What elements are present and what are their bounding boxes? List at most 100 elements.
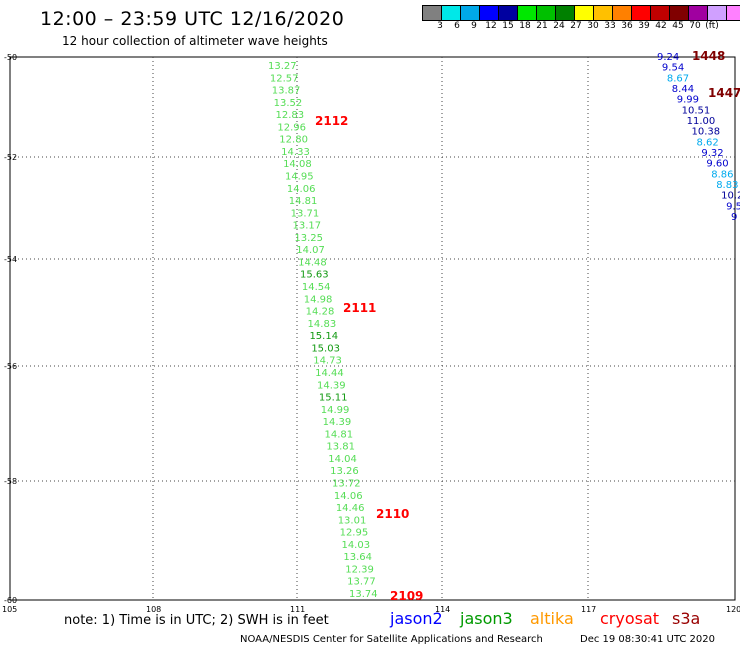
wave-height-reading: 12.96	[277, 122, 306, 133]
wave-height-reading: 14.46	[336, 503, 365, 514]
wave-height-reading: 9.32	[701, 148, 723, 159]
wave-height-reading: 14.81	[325, 429, 354, 440]
wave-height-reading: 13.27	[268, 61, 297, 72]
wave-height-reading: 14.06	[287, 184, 316, 195]
map-frame	[9, 56, 736, 601]
wave-height-reading: 13.74	[349, 589, 378, 600]
wave-height-reading: 13.81	[326, 442, 355, 453]
wave-height-reading: 13.01	[338, 515, 367, 526]
latitude-label: -54	[4, 255, 17, 264]
latitude-label: -50	[4, 53, 17, 62]
wave-height-reading: 12.57	[270, 73, 299, 84]
wave-height-reading: 10.38	[692, 127, 721, 138]
color-scale-labels: 3 6 9 12 15 18 21 24 27 30 33 36 39 42 45 70 (ft)	[422, 21, 740, 33]
wave-height-reading: 13.71	[291, 208, 320, 219]
wave-height-reading: 14.83	[308, 319, 337, 330]
longitude-label: 120	[726, 605, 740, 614]
scale-label: 21	[536, 21, 548, 31]
credit-line: NOAA/NESDIS Center for Satellite Applica…	[240, 634, 543, 645]
track-id-label: 1447	[708, 86, 740, 100]
wave-height-reading: 14.48	[298, 257, 327, 268]
color-scale	[422, 5, 740, 21]
page-title: 12:00 – 23:59 UTC 12/16/2020	[40, 8, 345, 30]
wave-height-reading: 10.51	[682, 105, 711, 116]
wave-height-reading: 9.24	[657, 52, 679, 63]
track-id-label: 2112	[315, 114, 348, 128]
timestamp: Dec 19 08:30:41 UTC 2020	[580, 634, 715, 645]
wave-height-reading: 8.62	[696, 137, 718, 148]
scale-label: 30	[587, 21, 599, 31]
wave-height-reading: 14.39	[323, 417, 352, 428]
wave-height-reading: 12.39	[345, 564, 374, 575]
scale-label: 9	[471, 21, 477, 31]
scale-label: 36	[621, 21, 633, 31]
latitude-label: -52	[4, 153, 17, 162]
wave-height-reading: 14.95	[285, 172, 314, 183]
track-id-label: 2110	[376, 507, 409, 521]
wave-height-reading: 14.99	[321, 405, 350, 416]
wave-height-reading: 13.87	[272, 86, 301, 97]
wave-height-reading: 14.08	[283, 159, 312, 170]
scale-label: 33	[604, 21, 616, 31]
scale-label: 15	[502, 21, 514, 31]
page-subtitle: 12 hour collection of altimeter wave hei…	[62, 34, 328, 48]
wave-height-reading: 14.03	[341, 540, 370, 551]
scale-label: 24	[553, 21, 565, 31]
legend-item: altika	[530, 609, 574, 628]
wave-height-reading: 15.63	[300, 270, 329, 281]
scale-label: 39	[638, 21, 650, 31]
longitude-label: 111	[290, 605, 305, 614]
scale-label: 12	[485, 21, 497, 31]
wave-height-reading: 14.81	[289, 196, 318, 207]
wave-height-reading: 13.77	[347, 577, 376, 588]
scale-label: 45	[672, 21, 684, 31]
wave-height-reading: 13.17	[292, 221, 321, 232]
latitude-label: -56	[4, 362, 17, 371]
wave-height-reading: 14.33	[281, 147, 310, 158]
wave-height-reading: 14.73	[313, 356, 342, 367]
wave-height-reading: 9	[731, 212, 737, 223]
wave-height-reading: 8.44	[672, 84, 694, 95]
legend-item: cryosat	[600, 609, 660, 628]
wave-height-reading: 12.95	[340, 528, 369, 539]
longitude-label: 117	[581, 605, 596, 614]
wave-height-reading: 15.03	[311, 343, 340, 354]
wave-height-reading: 12.83	[276, 110, 305, 121]
scale-label: 27	[570, 21, 582, 31]
track-id-label: 2111	[343, 301, 376, 315]
wave-height-reading: 14.28	[306, 307, 335, 318]
wave-height-reading: 13.64	[343, 552, 372, 563]
wave-height-reading: 9.5	[726, 201, 740, 212]
wave-height-reading: 15.11	[319, 393, 348, 404]
scale-label: 42	[655, 21, 667, 31]
legend-item: jason3	[460, 609, 513, 628]
wave-height-reading: 8.67	[667, 73, 689, 84]
scale-label: 6	[454, 21, 460, 31]
longitude-label: 108	[146, 605, 161, 614]
latitude-label: -60	[4, 596, 17, 605]
wave-height-reading: 8.83	[716, 180, 738, 191]
scale-swatch	[726, 5, 740, 21]
wave-height-reading: 15.14	[309, 331, 338, 342]
wave-height-reading: 10.2	[721, 191, 740, 202]
scale-label: 70	[689, 21, 701, 31]
wave-height-reading: 9.54	[662, 63, 684, 74]
scale-label: (ft)	[705, 21, 719, 31]
latitude-label: -58	[4, 477, 17, 486]
wave-height-reading: 13.52	[274, 98, 303, 109]
wave-height-reading: 9.60	[706, 159, 728, 170]
wave-height-reading: 13.72	[332, 478, 361, 489]
wave-height-reading: 14.98	[304, 294, 333, 305]
wave-height-reading: 14.54	[302, 282, 331, 293]
wave-height-reading: 14.39	[317, 380, 346, 391]
wave-height-reading: 14.06	[334, 491, 363, 502]
scale-label: 3	[437, 21, 443, 31]
scale-label: 18	[519, 21, 531, 31]
longitude-label: 105	[2, 605, 17, 614]
footnote: note: 1) Time is in UTC; 2) SWH is in fe…	[64, 613, 329, 628]
wave-height-reading: 14.44	[315, 368, 344, 379]
track-id-label: 2109	[390, 589, 423, 603]
wave-height-reading: 12.80	[279, 135, 308, 146]
legend-item: jason2	[390, 609, 443, 628]
